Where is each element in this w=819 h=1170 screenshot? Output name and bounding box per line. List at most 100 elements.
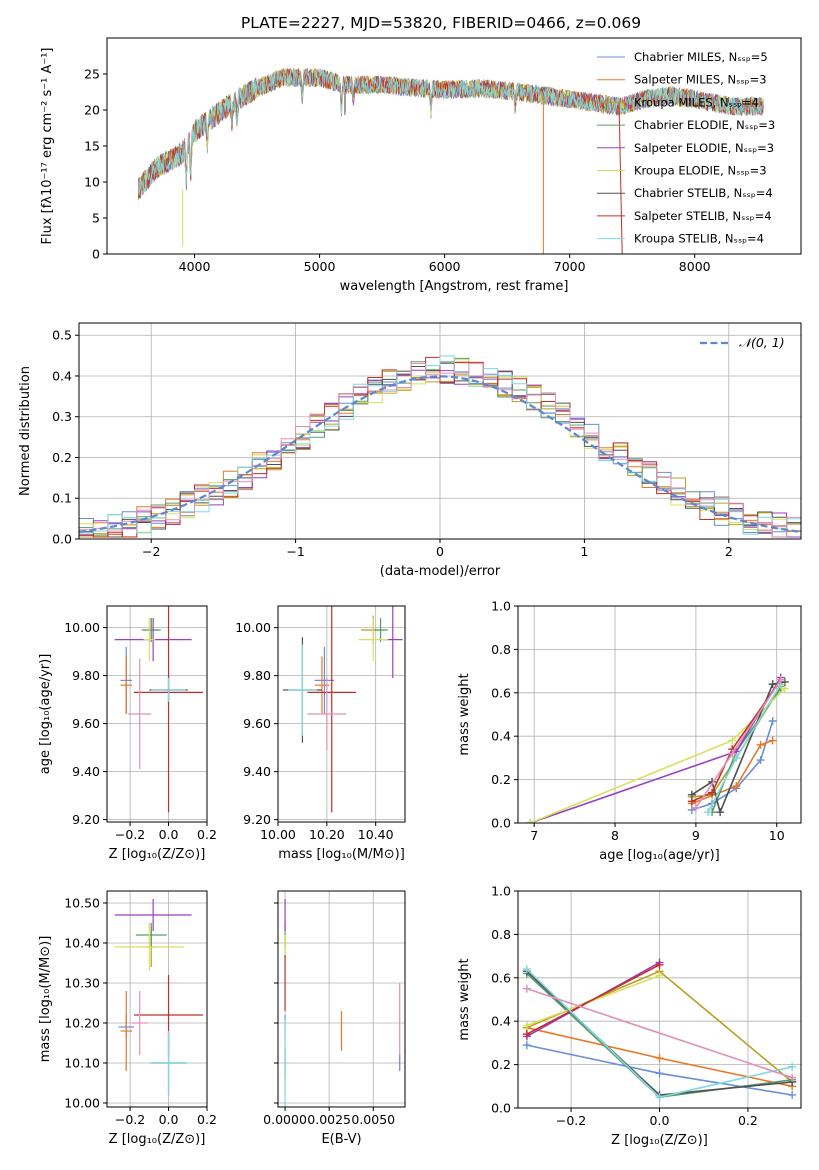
age_vs_mass-point bbox=[307, 678, 347, 750]
mass_weight_vs_Z-series-line bbox=[526, 974, 660, 1027]
age_vs_mass-point bbox=[307, 606, 357, 813]
mass_weight_vs_Z-marker bbox=[655, 971, 664, 980]
mass_vs_ebv-plot-area bbox=[284, 899, 401, 1107]
mass_weight_vs_age-marker bbox=[526, 819, 535, 823]
legend-entry-label: Salpeter ELODIE, Nₛₛₚ=3 bbox=[634, 141, 774, 155]
mass_vs_Z-ylabel: mass [log₁₀(M/M⊙)] bbox=[38, 936, 53, 1063]
mass_weight_vs_age-marker bbox=[780, 677, 789, 686]
mass_weight_vs_age-plot-area bbox=[526, 673, 789, 823]
figure-title: PLATE=2227, MJD=53820, FIBERID=0466, z=0… bbox=[241, 14, 641, 32]
mass_vs_Z-point bbox=[114, 923, 184, 971]
spectrum-ytick-label: 20 bbox=[84, 103, 100, 118]
mass_vs_Z-xtick-label: 0.0 bbox=[159, 1112, 179, 1127]
mass_weight_vs_age-ylabel: mass weight bbox=[457, 673, 472, 755]
legend-entry-label: Kroupa ELODIE, Nₛₛₚ=3 bbox=[634, 164, 767, 178]
age_vs_Z-xtick-label: −0.2 bbox=[115, 827, 145, 842]
mass_weight_vs_age-xtick-label: 7 bbox=[530, 828, 538, 843]
mass_weight_vs_age-marker bbox=[768, 680, 777, 689]
age_vs_mass-frame bbox=[277, 605, 406, 823]
mass_weight_vs_Z-marker bbox=[522, 1030, 531, 1039]
age_vs_Z-ytick-label: 9.40 bbox=[72, 764, 100, 779]
age_vs_mass-xtick-label: 10.00 bbox=[260, 827, 296, 842]
spectrum-chart: 4000 5000 6000 7000 8000 0 5 10 15 20 25 wavelength… bbox=[40, 37, 802, 294]
residuals-xtick-label: 2 bbox=[725, 544, 733, 559]
spectrum-legend: Chabrier MILES, Nₛₛₚ=5 Salpeter MILES, Nₛ… bbox=[597, 50, 775, 246]
age_vs_mass-point bbox=[287, 644, 318, 736]
mass_weight_vs_age-marker bbox=[768, 736, 777, 745]
residuals-ytick-label: 0.3 bbox=[52, 409, 72, 424]
spectrum-xtick-label: 5000 bbox=[304, 259, 336, 274]
mass_vs_Z-plot-area bbox=[114, 899, 204, 1095]
mass_weight_vs_age-ytick-label: 0.8 bbox=[491, 642, 511, 657]
spectrum-plot-area bbox=[138, 68, 764, 254]
mass_vs_Z-ytick-label: 10.00 bbox=[64, 1096, 100, 1111]
age_vs_Z-plot-area bbox=[114, 606, 204, 813]
mass_vs_Z-ytick-label: 10.40 bbox=[64, 936, 100, 951]
mass_weight_vs_age-marker bbox=[732, 753, 741, 762]
mass_weight_vs_age-series-line bbox=[529, 687, 786, 823]
mass_vs_Z-chart: −0.2 0.0 0.2 10.00 10.10 10.20 10.30 10.40 10.50… bbox=[38, 890, 217, 1147]
mass_vs_Z-xtick-label: −0.2 bbox=[115, 1112, 145, 1127]
mass_weight_vs_Z-ytick-label: 0.0 bbox=[491, 1101, 511, 1116]
mass_vs_Z-point bbox=[135, 923, 167, 947]
mass_vs_ebv-grid bbox=[278, 891, 405, 1107]
mass_vs_Z-grid bbox=[107, 891, 208, 1107]
age_vs_Z-grid bbox=[107, 606, 208, 822]
age_vs_Z-point bbox=[128, 658, 152, 770]
spectrum-series-line bbox=[138, 68, 764, 194]
residuals-plot-area bbox=[79, 355, 801, 538]
spectrum-xtick-label: 4000 bbox=[179, 259, 211, 274]
mass_weight_vs_age-marker bbox=[756, 756, 765, 765]
mass_weight_vs_Z-xtick-label: −0.2 bbox=[556, 1113, 586, 1128]
mass_weight_vs_Z-ylabel: mass weight bbox=[457, 958, 472, 1040]
mass_weight_vs_Z-ytick-label: 0.4 bbox=[491, 1014, 511, 1029]
mass_vs_Z-frame bbox=[106, 890, 208, 1108]
residual-histogram-step bbox=[79, 362, 801, 538]
mass_weight_vs_Z-series-line bbox=[526, 964, 660, 1035]
age_vs_mass-xtick-label: 10.40 bbox=[358, 827, 394, 842]
mass_weight_vs_age-marker bbox=[708, 788, 717, 797]
mass_weight_vs_age-marker bbox=[732, 782, 741, 791]
residuals-chart: −2 −1 0 1 2 0.0 0.1 0.2 0.3 0.4 0.5 (data-model)/er… bbox=[18, 322, 802, 579]
mass_vs_ebv-xtick-label: 0.0000 bbox=[263, 1112, 307, 1127]
age_vs_Z-ytick-label: 10.00 bbox=[64, 620, 100, 635]
residuals-ytick-label: 0.0 bbox=[52, 532, 72, 547]
mass_weight_vs_age-xtick-label: 10 bbox=[769, 828, 785, 843]
legend-entry-label: Kroupa STELIB, Nₛₛₚ=4 bbox=[634, 232, 764, 246]
mass_weight_vs_Z-ytick-label: 0.8 bbox=[491, 927, 511, 942]
mass_weight_vs_age-ytick-label: 0.2 bbox=[491, 772, 511, 787]
residuals-ytick-label: 0.1 bbox=[52, 491, 72, 506]
spectrum-ylabel: Flux [fλ10⁻¹⁷ erg cm⁻² s⁻¹ A⁻¹] bbox=[40, 48, 55, 245]
age_vs_mass-xtick-label: 10.20 bbox=[309, 827, 345, 842]
mass_weight_vs_Z-marker bbox=[522, 1021, 531, 1030]
age_vs_Z-point bbox=[120, 656, 132, 714]
mass_vs_ebv-chart: 0.0000 0.0025 0.0050 E(B-V) bbox=[263, 890, 406, 1147]
residuals-xtick-label: 0 bbox=[436, 544, 444, 559]
mass_weight_vs_Z-marker bbox=[522, 1041, 531, 1050]
mass_weight_vs_age-xlabel: age [log₁₀(age/yr)] bbox=[599, 848, 720, 863]
mass_vs_ebv-xlabel: E(B-V) bbox=[321, 1132, 361, 1147]
age_vs_mass-point bbox=[358, 618, 388, 662]
mass_weight_vs_age-marker bbox=[691, 803, 700, 812]
age_vs_Z-ytick-label: 9.60 bbox=[72, 716, 100, 731]
mass_weight_vs_Z-marker bbox=[655, 1093, 664, 1102]
mass_weight_vs_Z-marker bbox=[522, 965, 531, 974]
age_vs_mass-ytick-label: 9.60 bbox=[243, 716, 271, 731]
mass_vs_Z-point bbox=[120, 991, 132, 1071]
mass_vs_Z-point bbox=[149, 1031, 188, 1095]
age_vs_Z-point bbox=[143, 618, 156, 662]
mass_weight_vs_age-marker bbox=[776, 675, 785, 684]
spectrum-xtick-label: 8000 bbox=[679, 259, 711, 274]
mass_weight_vs_Z-ytick-label: 1.0 bbox=[491, 884, 511, 899]
mass_weight_vs_age-series-line bbox=[711, 688, 782, 813]
mass_weight_vs_Z-ytick-label: 0.2 bbox=[491, 1057, 511, 1072]
age_vs_Z-chart: −0.2 0.0 0.2 9.20 9.40 9.60 9.80 10.00 Z [log₁₀(… bbox=[38, 605, 217, 862]
mass_weight_vs_age-chart: 7 8 9 10 0.0 0.2 0.4 0.6 0.8 1.0 age [log₁₀(age/yr… bbox=[457, 599, 802, 863]
spectrum-xtick-label: 6000 bbox=[429, 259, 461, 274]
spectrum-ytick-label: 0 bbox=[92, 247, 100, 262]
spectrum-glitch-line bbox=[618, 102, 623, 254]
mass_vs_ebv-frame bbox=[277, 890, 406, 1108]
age_vs_Z-point bbox=[141, 618, 161, 642]
residuals-xtick-label: −2 bbox=[142, 544, 160, 559]
mass_weight_vs_age-xtick-label: 9 bbox=[692, 828, 700, 843]
